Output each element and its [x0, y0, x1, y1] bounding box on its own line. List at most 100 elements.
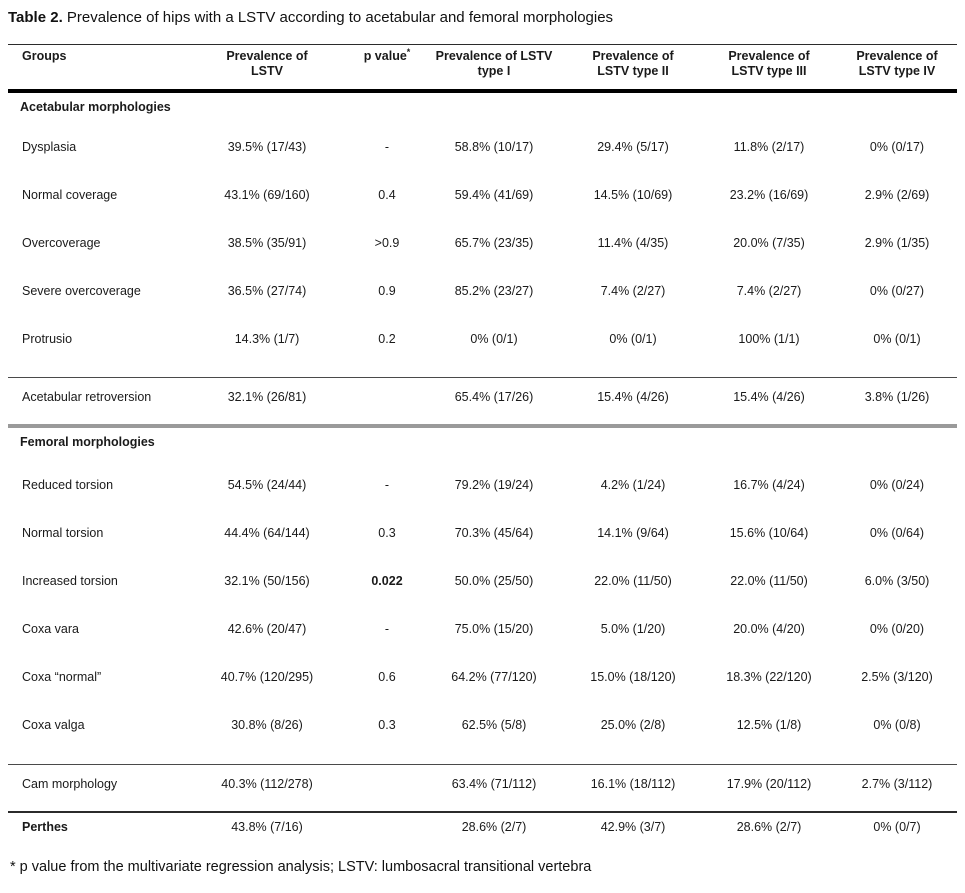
cell-type-3: 7.4% (2/27) — [736, 284, 802, 298]
cell-type-3: 20.0% (4/20) — [733, 622, 805, 636]
table-row-reduced-torsion: Reduced torsion 54.5% (24/44) - 79.2% (1… — [8, 461, 957, 509]
cell-type-1: 70.3% (45/64) — [454, 526, 534, 540]
cell-type-4: 0% (0/7) — [873, 820, 921, 834]
table-row-cam-morphology: Cam morphology 40.3% (112/278) 63.4% (71… — [8, 765, 957, 803]
cell-type-2: 11.4% (4/35) — [597, 236, 669, 250]
cell-type-2: 25.0% (2/8) — [600, 718, 666, 732]
cell-type-3: 28.6% (2/7) — [736, 820, 802, 834]
cell-type-1: 65.4% (17/26) — [454, 390, 534, 404]
cell-type-4: 3.8% (1/26) — [864, 390, 930, 404]
cell-type-4: 2.9% (2/69) — [864, 188, 930, 202]
cell-p-value: 0.9 — [378, 284, 396, 298]
separator-rule — [8, 764, 957, 765]
cell-type-3: 23.2% (16/69) — [729, 188, 809, 202]
table-row-perthes: Perthes 43.8% (7/16) 28.6% (2/7) 42.9% (… — [8, 813, 957, 841]
cell-type-4: 2.9% (1/35) — [864, 236, 930, 250]
cell-type-4: 0% (0/17) — [869, 140, 925, 154]
cell-prevalence: 40.3% (112/278) — [221, 777, 313, 791]
cell-type-2: 14.1% (9/64) — [597, 526, 669, 540]
cell-prevalence: 32.1% (26/81) — [227, 390, 307, 404]
cell-prevalence: 36.5% (27/74) — [227, 284, 307, 298]
cell-type-2: 22.0% (11/50) — [594, 574, 672, 588]
table-page: Table 2. Prevalence of hips with a LSTV … — [8, 0, 957, 875]
cell-type-1: 65.7% (23/35) — [454, 236, 534, 250]
cell-type-3: 15.4% (4/26) — [733, 390, 805, 404]
cell-type-3: 100% (1/1) — [738, 332, 800, 346]
row-label: Coxa “normal” — [22, 670, 102, 684]
table-number: Table 2. — [8, 9, 63, 26]
table-row-coxa-normal: Coxa “normal” 40.7% (120/295) 0.6 64.2% … — [8, 653, 957, 701]
cell-prevalence: 40.7% (120/295) — [220, 670, 314, 684]
cell-prevalence: 32.1% (50/156) — [224, 574, 310, 588]
cell-type-4: 2.5% (3/120) — [861, 670, 933, 684]
column-header-type-2: Prevalence of LSTV type II — [592, 49, 674, 78]
row-label: Perthes — [22, 820, 68, 834]
row-label: Cam morphology — [22, 777, 118, 791]
cell-type-2: 15.4% (4/26) — [597, 390, 669, 404]
cell-p-value: 0.3 — [378, 526, 396, 540]
cell-type-3: 22.0% (11/50) — [730, 574, 808, 588]
cell-type-1: 75.0% (15/20) — [454, 622, 534, 636]
cell-type-3: 20.0% (7/35) — [733, 236, 805, 250]
row-label: Increased torsion — [22, 574, 118, 588]
table-row-increased-torsion: Increased torsion 32.1% (50/156) 0.022 5… — [8, 557, 957, 605]
row-label: Severe overcoverage — [22, 284, 141, 298]
cell-type-1: 62.5% (5/8) — [461, 718, 527, 732]
cell-type-1: 85.2% (23/27) — [454, 284, 534, 298]
table-row-normal-coverage: Normal coverage 43.1% (69/160) 0.4 59.4%… — [8, 171, 957, 219]
column-header-p-value: p value* — [363, 46, 411, 63]
table-title: Table 2. Prevalence of hips with a LSTV … — [8, 6, 957, 30]
cell-type-3: 15.6% (10/64) — [729, 526, 809, 540]
cell-p-value: 0.3 — [378, 718, 396, 732]
cell-type-4: 0% (0/8) — [873, 718, 921, 732]
cell-type-1: 0% (0/1) — [470, 332, 518, 346]
cell-type-3: 12.5% (1/8) — [736, 718, 802, 732]
cell-type-1: 64.2% (77/120) — [451, 670, 537, 684]
cell-type-1: 50.0% (25/50) — [454, 574, 534, 588]
cell-prevalence: 43.1% (69/160) — [224, 188, 310, 202]
cell-type-3: 18.3% (22/120) — [726, 670, 812, 684]
cell-type-2: 14.5% (10/69) — [593, 188, 673, 202]
table-row-severe-overcoverage: Severe overcoverage 36.5% (27/74) 0.9 85… — [8, 267, 957, 315]
column-header-type-1: Prevalence of LSTV type I — [435, 49, 553, 78]
section-divider-rule — [8, 424, 957, 428]
cell-p-value-significant: 0.022 — [371, 574, 403, 588]
cell-p-value: 0.2 — [378, 332, 396, 346]
cell-type-2: 0% (0/1) — [609, 332, 657, 346]
cell-type-2: 29.4% (5/17) — [597, 140, 669, 154]
cell-type-4: 6.0% (3/50) — [864, 574, 930, 588]
row-label: Protrusio — [22, 332, 73, 346]
cell-prevalence: 39.5% (17/43) — [227, 140, 307, 154]
cell-type-2: 5.0% (1/20) — [600, 622, 666, 636]
cell-p-value: 0.6 — [378, 670, 396, 684]
cell-type-3: 11.8% (2/17) — [733, 140, 805, 154]
row-label: Coxa valga — [22, 718, 85, 732]
table-row-overcoverage: Overcoverage 38.5% (35/91) >0.9 65.7% (2… — [8, 219, 957, 267]
cell-type-1: 79.2% (19/24) — [454, 478, 534, 492]
footnote-marker: * — [406, 46, 411, 57]
cell-p-value: - — [384, 622, 390, 636]
cell-type-3: 16.7% (4/24) — [733, 478, 805, 492]
section-divider-rule — [8, 811, 957, 813]
cell-prevalence: 43.8% (7/16) — [231, 820, 303, 834]
cell-p-value: >0.9 — [374, 236, 400, 250]
cell-p-value: - — [384, 478, 390, 492]
table-row-dysplasia: Dysplasia 39.5% (17/43) - 58.8% (10/17) … — [8, 123, 957, 171]
table-row-acetabular-retroversion: Acetabular retroversion 32.1% (26/81) 65… — [8, 378, 957, 416]
row-label: Dysplasia — [22, 140, 77, 154]
cell-type-4: 0% (0/1) — [873, 332, 921, 346]
cell-type-4: 0% (0/20) — [869, 622, 925, 636]
cell-prevalence: 30.8% (8/26) — [231, 718, 303, 732]
column-header-prevalence-lstv: Prevalence of LSTV — [226, 49, 308, 78]
cell-p-value: 0.4 — [378, 188, 396, 202]
cell-type-2: 15.0% (18/120) — [590, 670, 676, 684]
cell-p-value: - — [384, 140, 390, 154]
cell-prevalence: 38.5% (35/91) — [227, 236, 307, 250]
cell-type-4: 2.7% (3/112) — [861, 777, 933, 791]
cell-type-1: 59.4% (41/69) — [454, 188, 534, 202]
cell-type-2: 7.4% (2/27) — [600, 284, 666, 298]
row-label: Normal torsion — [22, 526, 104, 540]
cell-prevalence: 54.5% (24/44) — [227, 478, 307, 492]
cell-type-1: 63.4% (71/112) — [451, 777, 537, 791]
section-header-acetabular: Acetabular morphologies — [20, 100, 171, 114]
